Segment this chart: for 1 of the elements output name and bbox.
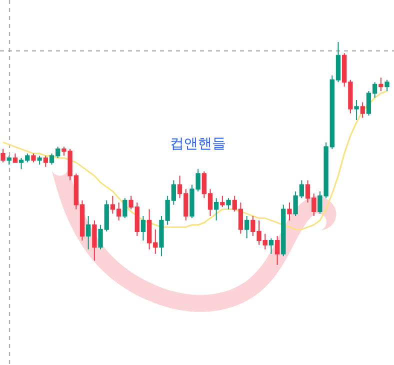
annotation: 컵앤핸들: [170, 136, 226, 152]
